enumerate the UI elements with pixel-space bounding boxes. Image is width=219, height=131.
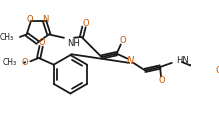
- Text: O: O: [21, 58, 28, 67]
- Text: HN: HN: [176, 56, 189, 65]
- Text: NH: NH: [67, 39, 80, 48]
- Text: O: O: [159, 76, 165, 85]
- Text: O: O: [119, 36, 126, 45]
- Text: N: N: [127, 56, 134, 66]
- Text: O: O: [215, 66, 219, 75]
- Text: CH₃: CH₃: [0, 33, 14, 42]
- Text: O: O: [82, 19, 89, 28]
- Text: O: O: [39, 38, 45, 47]
- Text: N: N: [42, 15, 49, 24]
- Text: CH₃: CH₃: [3, 58, 17, 67]
- Text: O: O: [27, 15, 33, 24]
